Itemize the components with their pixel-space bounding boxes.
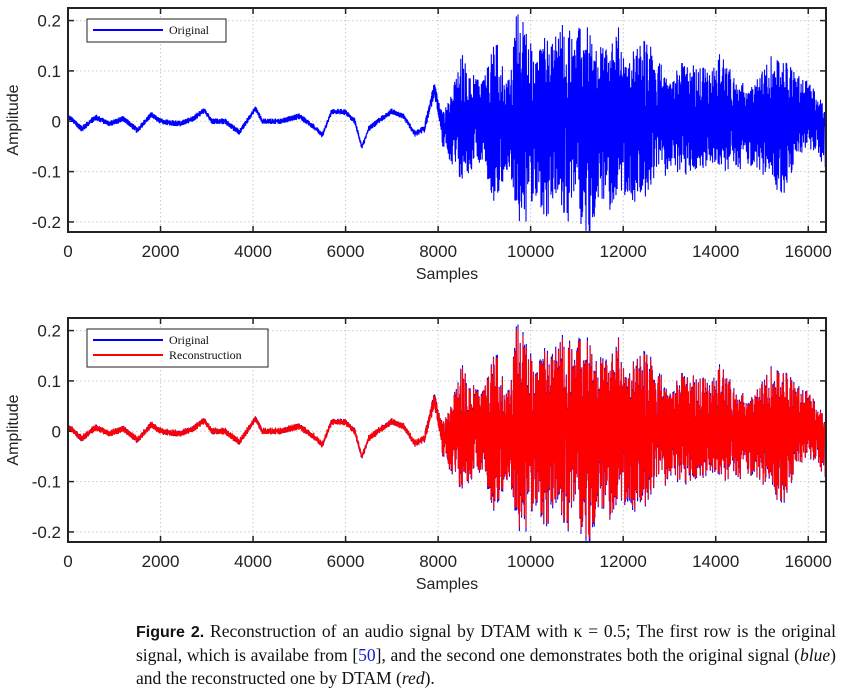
- legend-label: Original: [169, 333, 210, 347]
- x-tick-label: 4000: [234, 552, 272, 571]
- y-tick-label: -0.2: [32, 523, 61, 542]
- y-tick-label: -0.1: [32, 473, 61, 492]
- legend: Original: [86, 18, 227, 43]
- caption-text: ).: [424, 668, 435, 688]
- y-axis-label: Amplitude: [5, 84, 22, 155]
- subplot-2: 0 2000 4000 6000 8000 10000 12000 14000 16000 -0.…: [5, 317, 832, 593]
- x-tick-label: 0: [63, 242, 72, 261]
- y-tick-label: 0.1: [37, 62, 61, 81]
- legend-box: [86, 328, 269, 368]
- legend-label: Reconstruction: [169, 348, 242, 362]
- x-axis-label: Samples: [416, 266, 478, 283]
- x-tick-label: 12000: [600, 242, 647, 261]
- y-tick-label: 0: [52, 422, 61, 441]
- x-tick-label: 10000: [507, 242, 554, 261]
- caption-text: Reconstruction of an audio signal by DTA…: [136, 621, 836, 665]
- x-tick-label: 0: [63, 552, 72, 571]
- x-tick-label: 6000: [327, 242, 365, 261]
- x-tick-label: 14000: [692, 552, 739, 571]
- caption-red: red: [401, 668, 425, 688]
- caption-blue: blue: [800, 645, 831, 665]
- x-tick-label: 16000: [785, 552, 832, 571]
- series-line-original: [68, 14, 826, 232]
- caption-label: Figure 2.: [136, 624, 205, 641]
- x-tick-label: 12000: [600, 552, 647, 571]
- y-tick-label: 0.1: [37, 372, 61, 391]
- citation-link[interactable]: 50: [358, 645, 376, 665]
- x-tick-label: 2000: [142, 552, 180, 571]
- y-tick-label: 0: [52, 112, 61, 131]
- axes-frame: [67, 7, 827, 233]
- x-tick-label: 2000: [142, 242, 180, 261]
- x-axis-label: Samples: [416, 576, 478, 593]
- series-line-reconstruction: [68, 328, 826, 539]
- x-tick-label: 14000: [692, 242, 739, 261]
- caption-text: ) and the reconstructed one by DTAM (: [136, 645, 836, 688]
- figure-caption: Figure 2. Reconstruction of an audio sig…: [136, 620, 836, 690]
- caption-text: ], and the second one demonstrates both …: [375, 645, 801, 665]
- x-tick-label: 4000: [234, 242, 272, 261]
- x-tick-label: 8000: [419, 242, 457, 261]
- y-tick-label: -0.1: [32, 163, 61, 182]
- x-tick-label: 10000: [507, 552, 554, 571]
- x-tick-label: 6000: [327, 552, 365, 571]
- subplot-1: 0 2000 4000 6000 8000 10000 12000 14000 16000 -0.…: [5, 7, 832, 283]
- x-tick-label: 16000: [785, 242, 832, 261]
- y-tick-label: 0.2: [37, 322, 61, 341]
- axes-frame: [67, 317, 827, 543]
- y-tick-label: -0.2: [32, 213, 61, 232]
- y-axis-label: Amplitude: [5, 394, 22, 465]
- y-tick-label: 0.2: [37, 12, 61, 31]
- x-tick-label: 8000: [419, 552, 457, 571]
- legend-label: Original: [169, 23, 210, 37]
